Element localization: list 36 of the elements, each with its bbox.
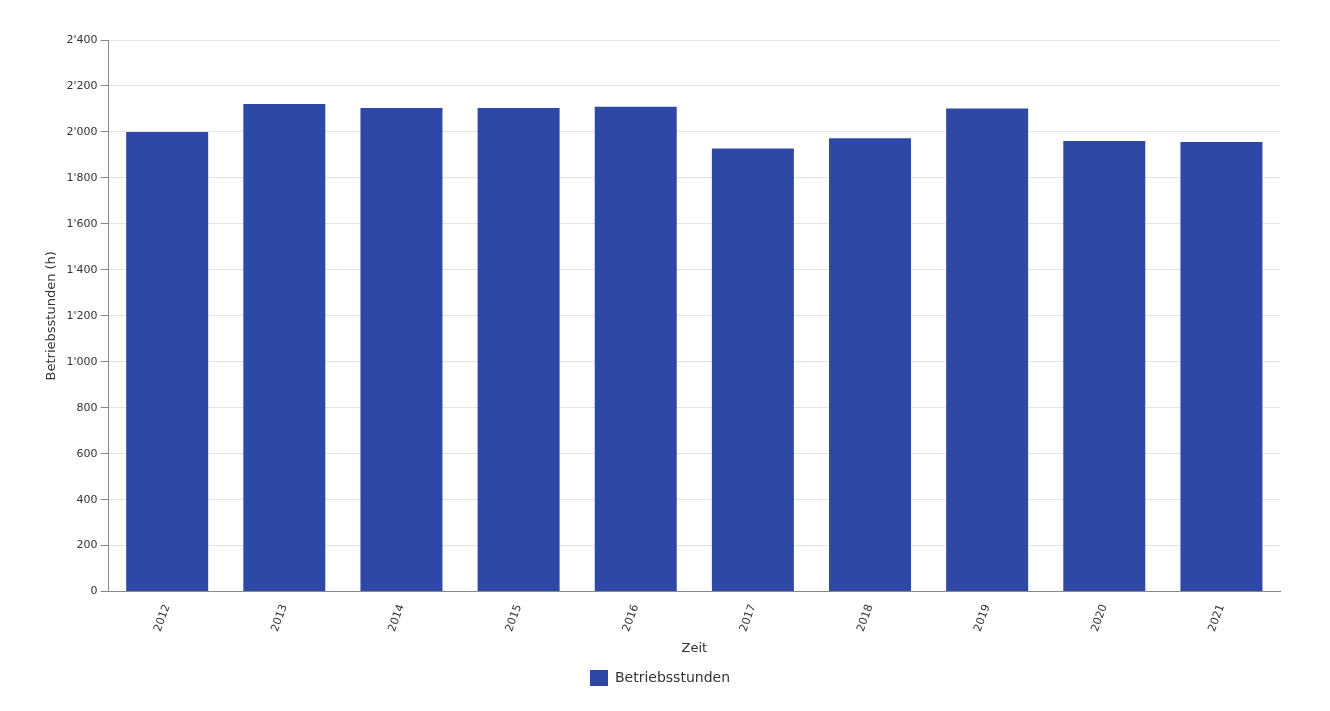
bar — [126, 131, 209, 592]
bar — [711, 148, 794, 592]
y-tick-label: 600 — [76, 446, 98, 460]
y-tick-label: 0 — [90, 584, 98, 598]
y-tick-label: 2'000 — [66, 124, 98, 138]
y-tick-label: 1'400 — [66, 262, 98, 276]
y-tick-label: 1'800 — [66, 170, 98, 184]
x-tick-label: 2019 — [970, 602, 993, 634]
y-tick-label: 400 — [76, 492, 98, 506]
y-tick-label: 1'000 — [66, 354, 98, 368]
bar — [360, 108, 443, 592]
y-tick-label: 1'200 — [66, 308, 98, 322]
x-tick-label: 2020 — [1088, 602, 1110, 634]
y-tick-label: 2'200 — [66, 78, 98, 92]
y-tick-label: 1'600 — [66, 216, 98, 230]
x-tick-label: 2015 — [502, 602, 525, 634]
x-tick-label: 2014 — [385, 602, 407, 634]
x-tick-label: 2012 — [150, 602, 173, 634]
bar — [829, 138, 912, 592]
legend-label: Betriebsstunden — [614, 668, 731, 685]
bar — [946, 108, 1029, 592]
y-axis-title: Betriebsstunden (h) — [43, 251, 59, 381]
x-tick-label: 2018 — [853, 602, 876, 634]
y-tick-label: 800 — [76, 400, 98, 414]
bar — [1063, 140, 1146, 592]
bar — [1180, 142, 1263, 592]
x-axis-title: Zeit — [681, 639, 708, 655]
bar — [594, 106, 677, 592]
bar — [477, 108, 560, 592]
x-tick-label: 2017 — [736, 602, 759, 634]
x-tick-label: 2016 — [619, 602, 642, 634]
y-tick-label: 2'400 — [66, 32, 98, 46]
bar — [243, 103, 326, 592]
x-tick-label: 2021 — [1205, 602, 1227, 634]
x-tick-label: 2013 — [268, 602, 290, 634]
y-tick-label: 200 — [76, 538, 98, 552]
